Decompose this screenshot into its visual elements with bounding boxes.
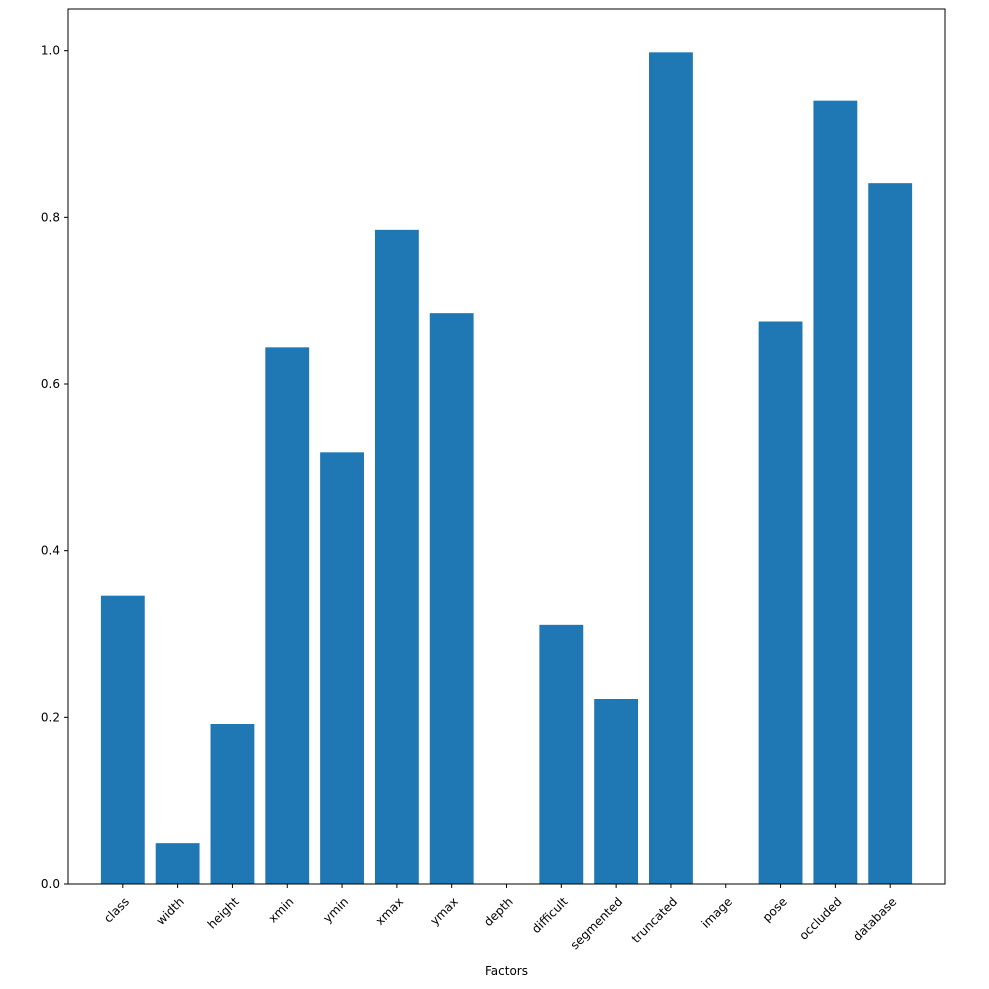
bar-class: [100, 595, 145, 884]
x-tick-label-depth: depth: [481, 895, 516, 930]
y-tick-label: 0.4: [41, 544, 60, 558]
bar-xmax: [374, 229, 419, 885]
x-tick-label-segmented: segmented: [568, 895, 626, 953]
bar-ymax: [429, 313, 474, 885]
x-tick-label-truncated: truncated: [629, 895, 680, 946]
x-tick-label-pose: pose: [760, 895, 790, 925]
y-tick-label: 0.2: [41, 710, 60, 724]
y-tick-label: 0.8: [41, 210, 60, 224]
y-axis-ticks: 0.0 0.2 0.4 0.6 0.8 1.0: [41, 44, 68, 891]
bar-xmin: [265, 347, 310, 884]
x-tick-label-xmax: xmax: [373, 895, 406, 928]
x-tick-label-occluded: occluded: [796, 895, 844, 943]
x-tick-label-difficult: difficult: [529, 894, 571, 936]
x-tick-label-ymax: ymax: [427, 895, 460, 928]
bar-ymin: [320, 452, 364, 884]
x-tick-label-class: class: [101, 895, 132, 926]
x-tick-label-xmin: xmin: [266, 895, 297, 926]
bar-height: [210, 724, 255, 884]
bar-segmented: [594, 699, 639, 884]
bar-occluded: [813, 100, 858, 884]
x-tick-label-database: database: [850, 895, 899, 944]
bar-difficult: [539, 624, 584, 884]
x-tick-label-width: width: [154, 895, 187, 928]
bars-group: [100, 52, 913, 885]
x-axis-ticks: class width height xmin ymin xmax ymax depth dif…: [101, 884, 899, 952]
bar-truncated: [649, 52, 693, 885]
bar-pose: [758, 321, 803, 884]
y-tick-label: 0.0: [41, 877, 60, 891]
bar-database: [868, 183, 913, 884]
y-tick-label: 1.0: [41, 44, 60, 58]
y-tick-label: 0.6: [41, 377, 60, 391]
plot-frame: [67, 8, 946, 885]
x-axis-label: Factors: [485, 964, 528, 978]
x-tick-label-ymin: ymin: [320, 895, 351, 926]
x-tick-label-height: height: [205, 894, 242, 931]
x-tick-label-image: image: [699, 895, 735, 931]
bar-width: [155, 843, 200, 884]
